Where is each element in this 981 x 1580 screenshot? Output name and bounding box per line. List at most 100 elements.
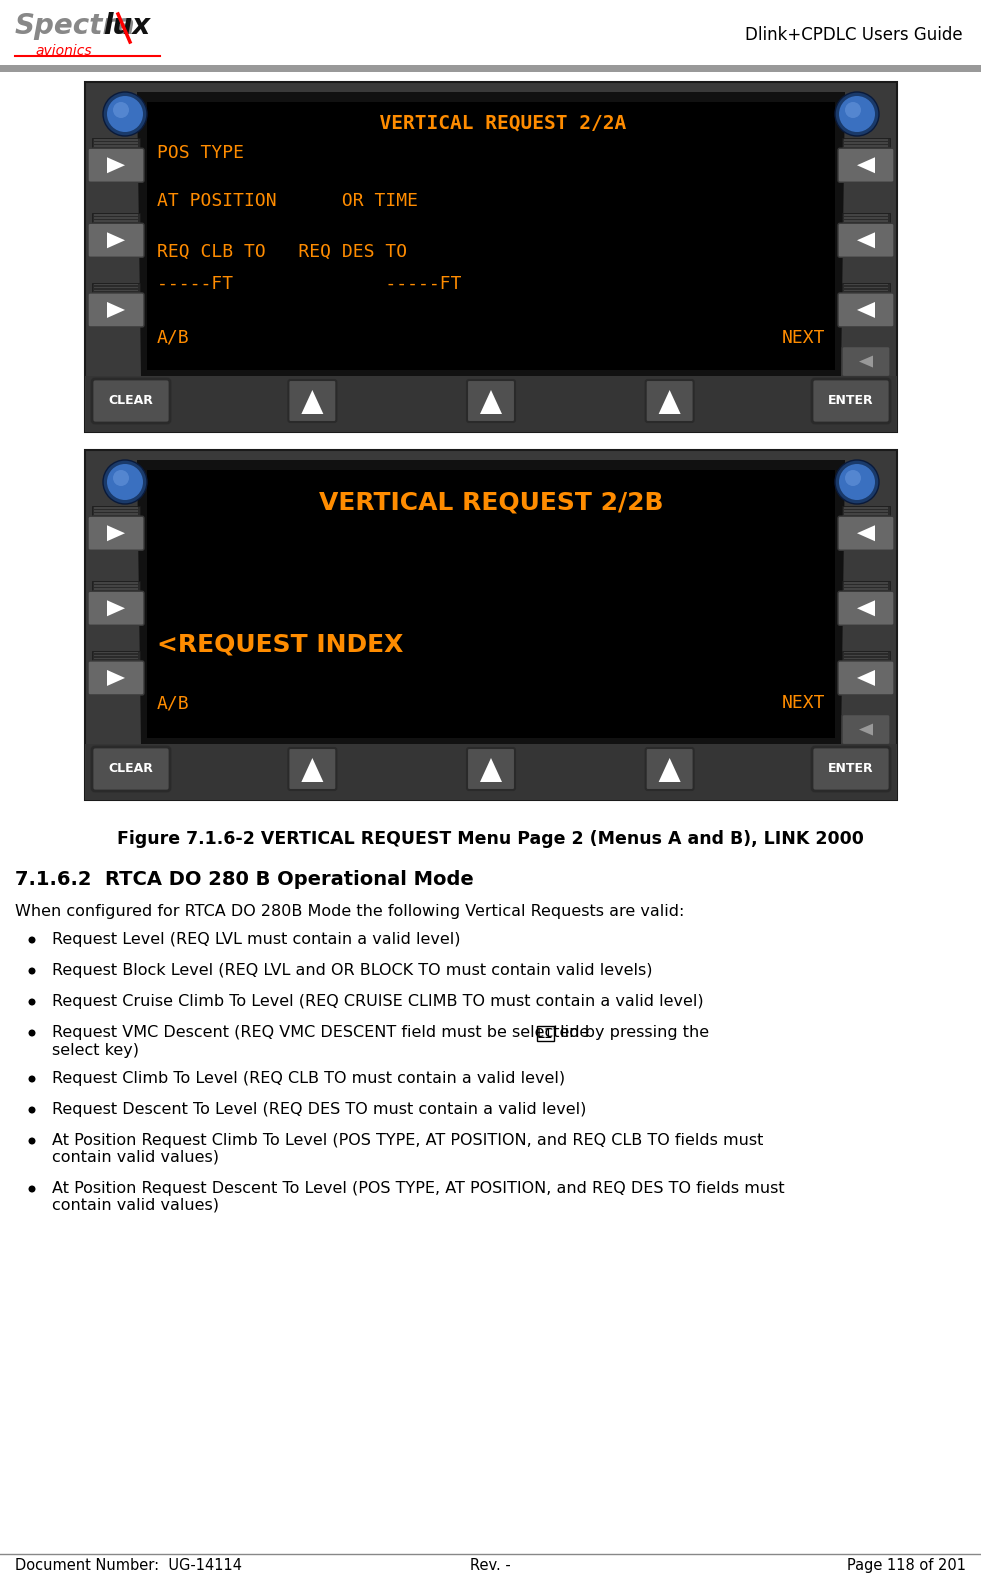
FancyBboxPatch shape (288, 381, 336, 422)
Polygon shape (859, 356, 873, 368)
FancyBboxPatch shape (838, 292, 894, 327)
Text: Request VMC Descent (REQ VMC DESCENT field must be selected by pressing the: Request VMC Descent (REQ VMC DESCENT fie… (52, 1025, 714, 1040)
Polygon shape (857, 232, 875, 248)
Text: avionics: avionics (35, 44, 91, 58)
FancyBboxPatch shape (842, 714, 890, 744)
FancyBboxPatch shape (645, 747, 694, 790)
Polygon shape (857, 158, 875, 174)
Polygon shape (859, 724, 873, 736)
Text: Document Number:  UG-14114: Document Number: UG-14114 (15, 1558, 242, 1574)
Polygon shape (658, 390, 681, 414)
Bar (92, 651, 140, 660)
Circle shape (845, 103, 861, 118)
Circle shape (28, 1076, 35, 1082)
Circle shape (839, 465, 875, 499)
Bar (92, 137, 140, 149)
Text: At Position Request Descent To Level (POS TYPE, AT POSITION, and REQ DES TO fiel: At Position Request Descent To Level (PO… (52, 1180, 785, 1196)
Circle shape (28, 1030, 35, 1036)
Circle shape (839, 96, 875, 133)
Polygon shape (107, 525, 125, 542)
Text: A/B: A/B (157, 694, 189, 713)
Text: Spectra: Spectra (15, 13, 136, 40)
Text: VERTICAL REQUEST 2/2A: VERTICAL REQUEST 2/2A (356, 114, 626, 133)
FancyBboxPatch shape (838, 660, 894, 695)
Polygon shape (857, 302, 875, 318)
Text: CLEAR: CLEAR (109, 395, 153, 408)
Text: When configured for RTCA DO 280B Mode the following Vertical Requests are valid:: When configured for RTCA DO 280B Mode th… (15, 904, 685, 920)
Text: L1: L1 (537, 1027, 553, 1041)
Text: REQ CLB TO   REQ DES TO: REQ CLB TO REQ DES TO (157, 243, 407, 261)
Text: 7.1.6.2  RTCA DO 280 B Operational Mode: 7.1.6.2 RTCA DO 280 B Operational Mode (15, 871, 474, 890)
Polygon shape (480, 758, 502, 782)
FancyBboxPatch shape (92, 379, 170, 423)
Bar (537, 1025, 554, 1041)
Bar (842, 651, 890, 660)
FancyBboxPatch shape (812, 379, 890, 423)
Text: NEXT: NEXT (782, 329, 825, 348)
Circle shape (28, 1138, 35, 1144)
Text: Request Cruise Climb To Level (REQ CRUISE CLIMB TO must contain a valid level): Request Cruise Climb To Level (REQ CRUIS… (52, 994, 703, 1010)
Polygon shape (107, 158, 125, 174)
Polygon shape (137, 92, 845, 376)
Circle shape (113, 469, 129, 487)
FancyBboxPatch shape (88, 591, 144, 626)
Text: VERTICAL REQUEST 2/2B: VERTICAL REQUEST 2/2B (319, 490, 663, 514)
Circle shape (28, 1106, 35, 1114)
Polygon shape (857, 600, 875, 616)
Text: A/B: A/B (157, 329, 189, 348)
Text: Figure 7.1.6-2 VERTICAL REQUEST Menu Page 2 (Menus A and B), LINK 2000: Figure 7.1.6-2 VERTICAL REQUEST Menu Pag… (117, 830, 863, 848)
Bar (85, 376, 897, 431)
Text: contain valid values): contain valid values) (52, 1198, 219, 1213)
FancyBboxPatch shape (838, 591, 894, 626)
Text: Request Block Level (REQ LVL and OR BLOCK TO must contain valid levels): Request Block Level (REQ LVL and OR BLOC… (52, 962, 652, 978)
FancyBboxPatch shape (467, 381, 515, 422)
Polygon shape (107, 232, 125, 248)
FancyBboxPatch shape (645, 381, 694, 422)
Text: contain valid values): contain valid values) (52, 1150, 219, 1164)
FancyBboxPatch shape (838, 149, 894, 182)
Text: Rev. -: Rev. - (470, 1558, 510, 1574)
Circle shape (845, 469, 861, 487)
Bar (147, 103, 835, 370)
Text: ENTER: ENTER (828, 763, 874, 776)
Polygon shape (107, 600, 125, 616)
FancyBboxPatch shape (288, 747, 336, 790)
Bar (85, 450, 897, 799)
Circle shape (28, 967, 35, 975)
Circle shape (28, 999, 35, 1005)
FancyBboxPatch shape (467, 747, 515, 790)
Text: lux: lux (103, 13, 150, 40)
Circle shape (835, 92, 879, 136)
Polygon shape (480, 390, 502, 414)
Bar (85, 82, 897, 431)
Text: CLEAR: CLEAR (109, 763, 153, 776)
Text: <REQUEST INDEX: <REQUEST INDEX (157, 632, 403, 656)
Bar (842, 137, 890, 149)
Text: line: line (555, 1025, 590, 1040)
Text: Request Level (REQ LVL must contain a valid level): Request Level (REQ LVL must contain a va… (52, 932, 460, 946)
Bar (92, 283, 140, 292)
FancyBboxPatch shape (88, 149, 144, 182)
FancyBboxPatch shape (838, 517, 894, 550)
Bar (842, 581, 890, 591)
Polygon shape (137, 460, 845, 744)
Text: Dlink+CPDLC Users Guide: Dlink+CPDLC Users Guide (746, 25, 963, 44)
FancyBboxPatch shape (88, 292, 144, 327)
Polygon shape (658, 758, 681, 782)
Bar (147, 469, 835, 738)
Text: AT POSITION      OR TIME: AT POSITION OR TIME (157, 193, 418, 210)
Bar (92, 581, 140, 591)
Circle shape (107, 96, 143, 133)
Bar (842, 283, 890, 292)
Text: ENTER: ENTER (828, 395, 874, 408)
Bar (842, 213, 890, 223)
FancyBboxPatch shape (92, 747, 170, 792)
FancyBboxPatch shape (838, 223, 894, 258)
Text: POS TYPE: POS TYPE (157, 144, 244, 161)
Polygon shape (857, 670, 875, 686)
Circle shape (103, 460, 147, 504)
Polygon shape (107, 670, 125, 686)
Text: Request Climb To Level (REQ CLB TO must contain a valid level): Request Climb To Level (REQ CLB TO must … (52, 1071, 565, 1085)
Bar (92, 506, 140, 517)
FancyBboxPatch shape (88, 517, 144, 550)
